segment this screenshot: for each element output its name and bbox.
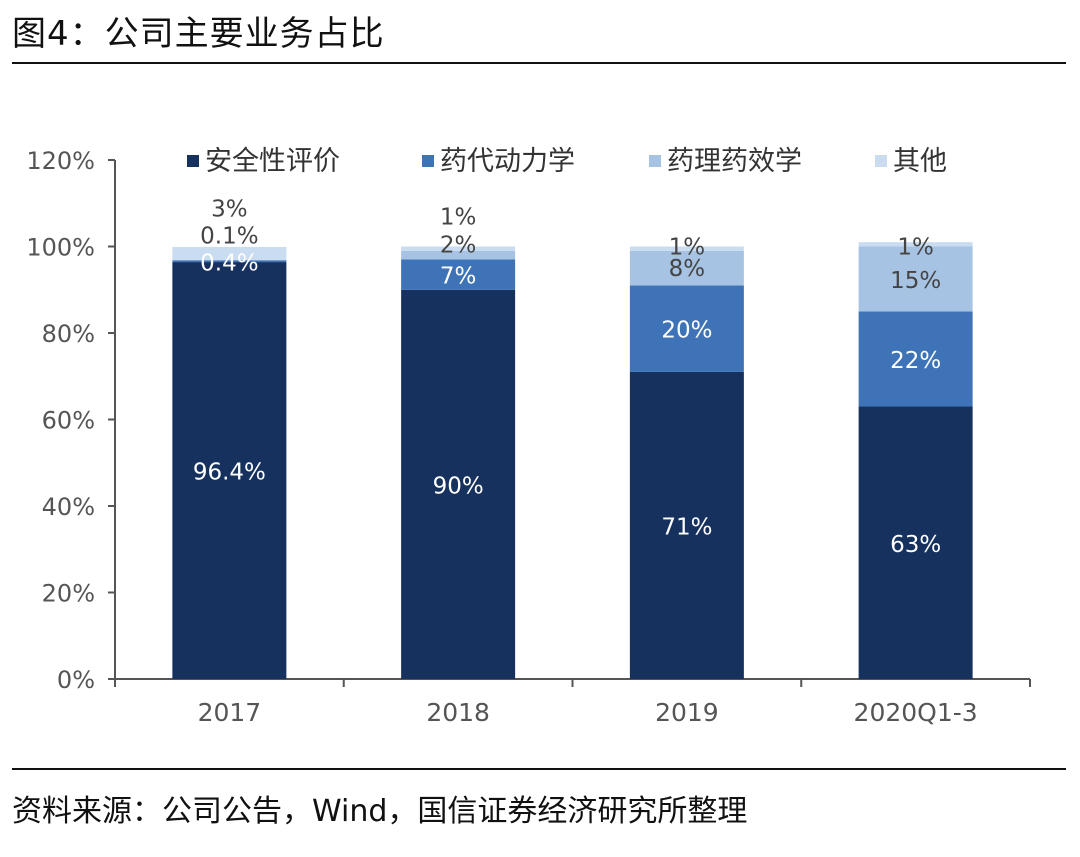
y-tick-label: 40% (42, 493, 95, 521)
bar-segment (629, 285, 744, 372)
bar-segment (401, 246, 516, 251)
legend-label: 其他 (893, 146, 947, 177)
data-label: 0.1% (200, 224, 258, 250)
bar-segment (629, 250, 744, 286)
bar-segment (858, 246, 973, 312)
label-layer: 96.4%0.4%0.1%3%90%7%2%1%71%20%8%1%63%22%… (193, 197, 941, 558)
data-label: 3% (211, 197, 248, 223)
legend: 安全性评价 药代动力学 药理药效学 其他 (187, 146, 947, 177)
data-label: 2% (440, 233, 477, 259)
figure-title: 图4：公司主要业务占比 (12, 14, 385, 54)
bar-segment (172, 262, 287, 679)
data-label: 22% (890, 348, 941, 374)
bar-segment (858, 406, 973, 679)
bar-segment (401, 289, 516, 679)
legend-swatch (187, 155, 199, 167)
data-label: 1% (440, 205, 477, 231)
y-tick-label: 60% (42, 407, 95, 435)
data-label: 96.4% (193, 460, 266, 486)
x-tick-label: 2020Q1-3 (854, 698, 978, 727)
y-tick-label: 80% (42, 320, 95, 348)
data-label: 15% (890, 268, 941, 294)
bar-segment (401, 250, 516, 260)
bar-segment (858, 242, 973, 247)
bar-segment (401, 259, 516, 290)
data-label: 7% (440, 264, 477, 290)
stacked-bar-chart: 0% 20% 40% 60% 80% 100% 120% 2017 2018 2019 2020Q1… (26, 146, 1031, 727)
legend-label: 安全性评价 (205, 146, 340, 177)
data-label: 20% (661, 318, 712, 344)
bar-segment (172, 260, 287, 263)
bar-segment (172, 246, 287, 260)
title-divider (12, 62, 1066, 64)
x-tick-label: 2017 (198, 698, 262, 727)
data-label: 1% (897, 235, 934, 261)
bar-segment (172, 259, 287, 261)
data-label: 0.4% (200, 251, 258, 277)
x-tick-label: 2018 (426, 698, 490, 727)
y-tick-label: 0% (57, 666, 95, 694)
legend-label: 药理药效学 (667, 146, 802, 177)
x-tick-label: 2019 (655, 698, 719, 727)
bar-segment (858, 311, 973, 407)
source-divider (12, 768, 1066, 770)
bar-segment (629, 371, 744, 679)
y-tick-label: 100% (26, 234, 95, 262)
legend-swatch (875, 155, 887, 167)
data-label: 63% (890, 532, 941, 558)
data-label: 90% (433, 473, 484, 499)
bar-layer (172, 242, 973, 679)
y-tick-label: 20% (42, 580, 95, 608)
data-label: 8% (669, 256, 706, 282)
bar-segment (629, 246, 744, 251)
legend-label: 药代动力学 (440, 146, 575, 177)
data-label: 71% (661, 514, 712, 540)
legend-swatch (649, 155, 661, 167)
legend-swatch (422, 155, 434, 167)
source-note: 资料来源：公司公告，Wind，国信证券经济研究所整理 (12, 794, 748, 829)
y-tick-label: 120% (26, 147, 95, 175)
data-label: 1% (669, 235, 706, 261)
